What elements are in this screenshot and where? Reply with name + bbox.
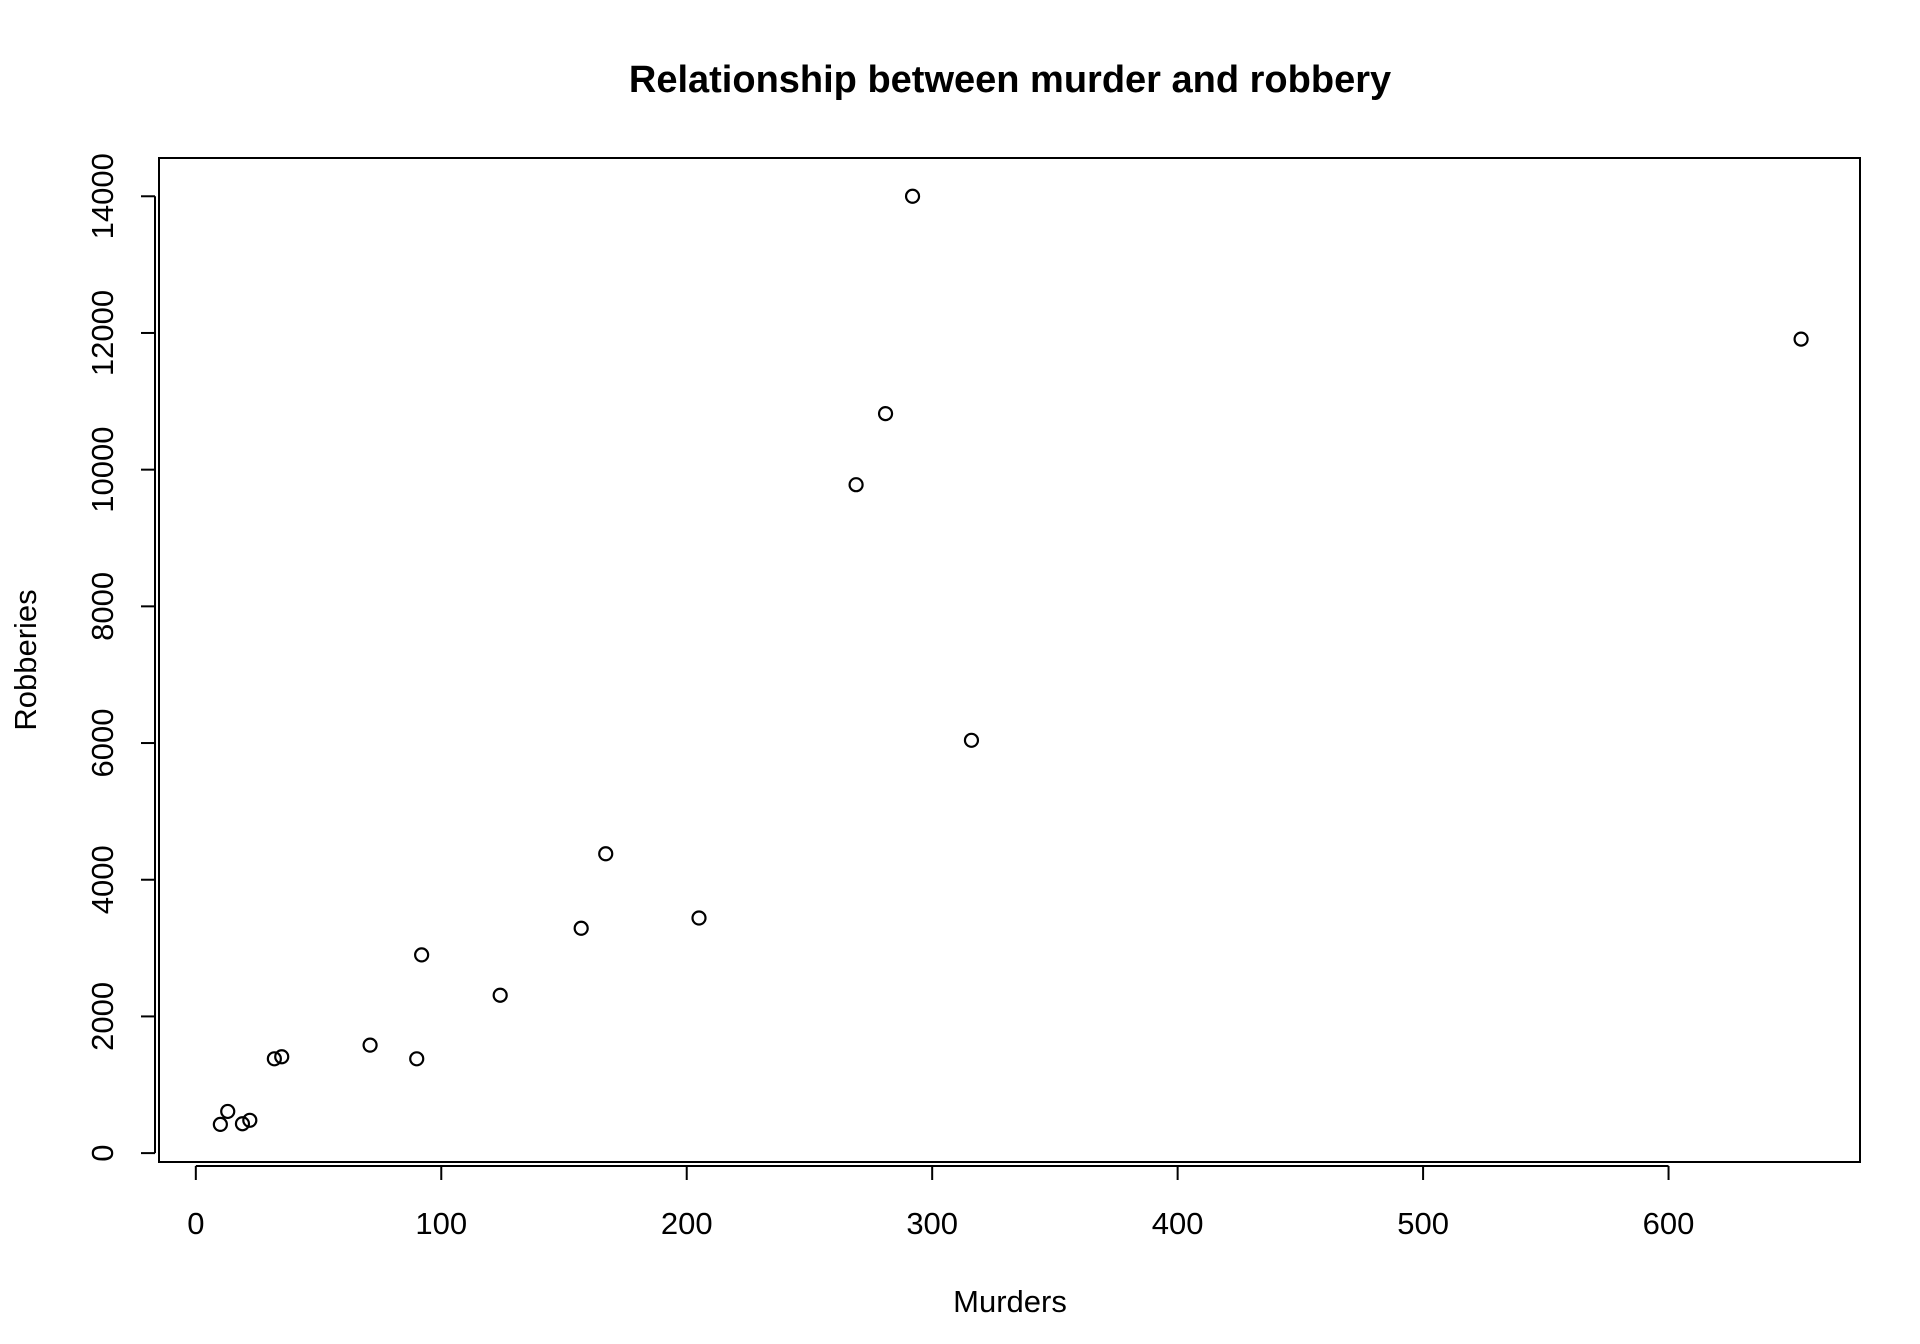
y-tick-label: 0 [85,1144,120,1161]
data-point [598,846,614,862]
x-axis: 0 100 200 300 400 500 600 [187,1165,1695,1241]
x-tick-label: 600 [1643,1206,1695,1241]
y-tick-label: 10000 [85,427,120,513]
data-point [691,910,707,926]
data-point [1793,331,1809,347]
data-point [274,1049,290,1065]
data-point [242,1112,258,1128]
x-tick-label: 300 [906,1206,958,1241]
data-point [212,1116,228,1133]
x-tick-label: 500 [1397,1206,1449,1241]
data-point [266,1051,282,1067]
y-tick-label: 8000 [85,572,120,641]
data-point [234,1116,251,1132]
y-axis: 0 2000 4000 6000 8000 10000 12000 14000 [85,153,156,1162]
data-point [220,1103,236,1120]
data-point [904,188,921,204]
y-tick-label: 4000 [85,845,120,914]
data-point [963,732,980,748]
data-point [877,406,894,422]
y-tick-label: 12000 [85,290,120,376]
data-point [492,987,508,1003]
y-tick-label: 6000 [85,709,120,778]
y-axis-label: Robberies [8,589,43,730]
y-tick-label: 2000 [85,982,120,1051]
data-point [362,1037,378,1053]
chart-title: Relationship between murder and robbery [629,59,1391,101]
data-point [409,1051,425,1067]
x-tick-label: 400 [1152,1206,1204,1241]
x-tick-label: 200 [661,1206,713,1241]
data-points [212,188,1809,1133]
data-point [848,477,864,493]
plot-frame [158,157,1861,1163]
data-point [414,947,430,963]
x-axis-label: Murders [953,1284,1067,1319]
x-tick-label: 100 [415,1206,467,1241]
y-tick-label: 14000 [85,153,120,239]
data-point [573,920,589,936]
x-tick-label: 0 [187,1206,204,1241]
